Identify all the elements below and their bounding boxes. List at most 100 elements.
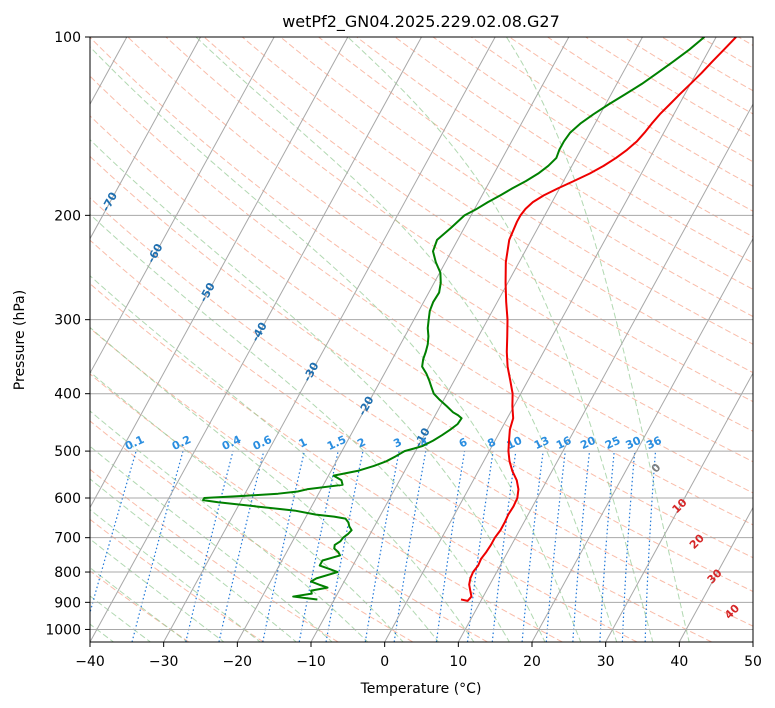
x-tick-label: −40 (75, 654, 105, 670)
dry-adiabat-line (90, 239, 712, 642)
dry-adiabat-line (585, 37, 753, 139)
isotherm-line (90, 37, 422, 642)
mixing-ratio-label: 0.1 (123, 433, 146, 453)
dewpoint-profile-line (202, 37, 706, 601)
mixing-ratio-label: 0.6 (251, 433, 274, 453)
moist-adiabat-line (506, 37, 690, 642)
isotherm-line (531, 237, 753, 642)
dry-adiabat-line (90, 75, 753, 526)
x-tick-label: 30 (597, 654, 615, 670)
y-axis: 100 200 300 400 500 600 700 800 900 1000 (45, 30, 90, 638)
pressure-gridlines (90, 37, 753, 630)
profile-series (202, 37, 737, 602)
dry-adiabat-line (90, 570, 190, 642)
dry-adiabat-line (165, 37, 753, 432)
isotherm-line (678, 506, 753, 642)
isotherm-line (310, 37, 643, 642)
mixing-ratio-lines (90, 450, 657, 642)
y-tick-label: 600 (54, 491, 81, 507)
x-tick-label: −30 (149, 654, 179, 670)
dry-adiabat-line (203, 37, 753, 403)
theta-e-label: 30 (705, 566, 725, 586)
temperature-profile-line (460, 37, 737, 602)
dry-adiabat-line (90, 283, 638, 642)
mixing-ratio-label: 30 (624, 434, 644, 452)
x-tick-label: 0 (380, 654, 389, 670)
isotherm-line (384, 37, 717, 642)
isotherm-label: -20 (356, 394, 377, 418)
y-tick-label: 800 (54, 565, 81, 581)
x-axis: −40 −30 −20 −10 0 10 20 30 40 50 (75, 642, 762, 670)
moist-adiabats (90, 37, 690, 642)
dry-adiabat-line (90, 37, 753, 494)
mixing-ratio-line (521, 451, 544, 642)
chart-title: wetPf2_GN04.2025.229.02.08.G27 (282, 12, 560, 32)
plot-frame (89, 36, 754, 643)
moist-adiabat-line (90, 46, 582, 642)
x-tick-label: 50 (744, 654, 762, 670)
moist-adiabat-line (90, 508, 261, 642)
y-tick-label: 900 (54, 595, 81, 611)
mixing-ratio-line (90, 450, 137, 615)
mixing-ratio-line (466, 451, 494, 642)
moist-adiabat-line (90, 478, 298, 642)
mixing-ratio-label: 36 (644, 434, 664, 452)
dry-adiabat-line (318, 37, 753, 318)
x-tick-label: 40 (670, 654, 688, 670)
mixing-ratio-label: 0.2 (170, 433, 193, 453)
isotherm-line (163, 37, 496, 642)
mixing-ratio-label: 1 (297, 435, 309, 450)
y-tick-label: 200 (54, 208, 81, 224)
moist-adiabat-line (90, 326, 440, 642)
isotherms (90, 37, 753, 642)
dry-adiabat-line (509, 37, 753, 187)
moist-adiabat-line (90, 410, 369, 642)
isotherm-label: -90 (1, 100, 22, 124)
dry-adiabat-line (90, 518, 264, 642)
mixing-ratio-label: 20 (578, 434, 598, 452)
moist-adiabat-line (90, 445, 333, 642)
dry-adiabat-line (623, 37, 753, 115)
isotherm-line (236, 37, 570, 642)
moist-adiabat-line (90, 371, 404, 642)
dry-adiabats (90, 37, 753, 642)
dry-adiabat-line (90, 155, 753, 593)
mixing-ratio-line (393, 450, 427, 642)
isotherm-line (90, 37, 201, 240)
mixing-ratio-label: 1.5 (325, 433, 348, 453)
mixing-ratio-label: 16 (554, 434, 574, 452)
y-axis-label: Pressure (hPa) (12, 290, 28, 390)
mixing-ratio-line (491, 451, 517, 642)
x-tick-label: 20 (523, 654, 541, 670)
mixing-ratio-label: 3 (391, 435, 403, 450)
mixing-ratio-label: 13 (532, 434, 551, 452)
isotherm-line (90, 37, 349, 509)
mixing-ratio-line (621, 451, 636, 642)
isotherm-label: -50 (197, 280, 218, 304)
mixing-ratio-line (185, 450, 234, 642)
isotherm-label: -70 (99, 190, 120, 214)
mixing-ratio-label: 25 (603, 434, 622, 452)
dry-adiabat-line (90, 420, 414, 642)
isotherm-label: -80 (51, 142, 72, 166)
isotherm-line (90, 37, 275, 375)
moist-adiabat-line (90, 538, 225, 642)
mixing-ratio-line (218, 450, 265, 642)
dry-adiabat-line (241, 37, 753, 374)
isotherm-line (752, 640, 753, 642)
y-tick-label: 400 (54, 387, 81, 403)
mixing-ratio-line (545, 451, 566, 642)
x-axis-label: Temperature (°C) (360, 681, 482, 697)
dry-adiabat-line (699, 37, 753, 69)
moist-adiabat-line (90, 139, 546, 642)
dry-adiabat-line (661, 37, 753, 92)
isotherm-label: -40 (249, 320, 270, 344)
moist-adiabat-line (347, 37, 654, 642)
dry-adiabat-line (280, 37, 753, 345)
isotherm-label: -30 (301, 360, 322, 384)
dry-adiabat-line (90, 115, 753, 559)
x-tick-label: −20 (223, 654, 253, 670)
y-tick-label: 1000 (45, 622, 81, 638)
y-tick-label: 300 (54, 313, 81, 329)
